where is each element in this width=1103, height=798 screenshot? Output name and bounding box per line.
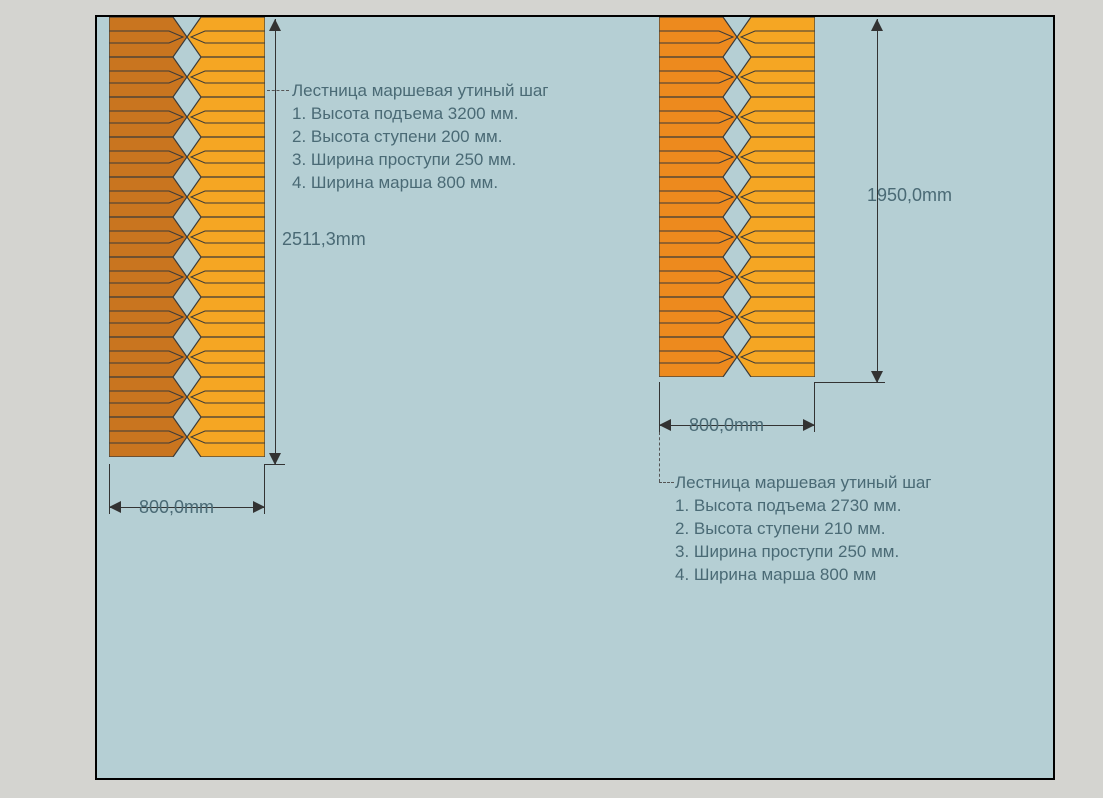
spec-left-line1: 1. Высота подъема 3200 мм.: [292, 103, 549, 126]
spec-right-line4: 4. Ширина марша 800 мм: [675, 564, 932, 587]
step-row: [109, 297, 265, 337]
spec-left-title: Лестница маршевая утиный шаг: [292, 80, 549, 103]
step-row: [109, 97, 265, 137]
step-row: [659, 57, 815, 97]
step-row: [109, 17, 265, 57]
step-row: [109, 377, 265, 417]
step-row: [659, 97, 815, 137]
spec-left-line2: 2. Высота ступени 200 мм.: [292, 126, 549, 149]
staircase-right: [659, 17, 815, 377]
step-row: [659, 297, 815, 337]
step-row: [659, 17, 815, 57]
drawing-canvas: 2511,3mm 800,0mm Лестница маршевая утины…: [95, 15, 1055, 780]
step-row: [109, 257, 265, 297]
spec-right-line3: 3. Ширина проступи 250 мм.: [675, 541, 932, 564]
staircase-left: [109, 17, 265, 457]
step-row: [109, 137, 265, 177]
step-row: [659, 257, 815, 297]
step-row: [109, 417, 265, 457]
spec-left-line3: 3. Ширина проступи 250 мм.: [292, 149, 549, 172]
spec-left-line4: 4. Ширина марша 800 мм.: [292, 172, 549, 195]
spec-left: Лестница маршевая утиный шаг 1. Высота п…: [292, 80, 549, 195]
step-row: [109, 177, 265, 217]
step-row: [109, 217, 265, 257]
step-row: [659, 177, 815, 217]
dim-width-right-text: 800,0mm: [689, 415, 764, 436]
step-row: [659, 137, 815, 177]
step-row: [659, 217, 815, 257]
dim-width-left-text: 800,0mm: [139, 497, 214, 518]
step-row: [109, 337, 265, 377]
spec-right-line2: 2. Высота ступени 210 мм.: [675, 518, 932, 541]
spec-right-line1: 1. Высота подъема 2730 мм.: [675, 495, 932, 518]
dim-height-right-text: 1950,0mm: [867, 185, 952, 206]
step-row: [659, 337, 815, 377]
spec-right: Лестница маршевая утиный шаг 1. Высота п…: [675, 472, 932, 587]
dim-height-left-text: 2511,3mm: [282, 229, 366, 250]
step-row: [109, 57, 265, 97]
spec-right-title: Лестница маршевая утиный шаг: [675, 472, 932, 495]
